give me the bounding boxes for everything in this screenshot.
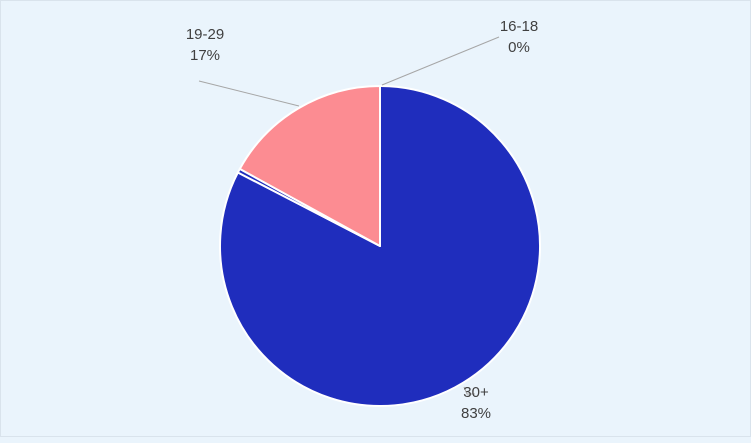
data-label-percent-30+: 83%: [461, 405, 491, 422]
leader-lines: [198, 36, 500, 395]
leader-line-30+: [463, 386, 475, 395]
data-label-category-30+: 30+: [463, 384, 489, 401]
data-label-category-16-18: 16-18: [500, 18, 538, 35]
leader-line-16-18: [381, 36, 500, 86]
data-labels: 30+ 83% 16-18 0% 19-29 17%: [186, 18, 538, 422]
data-label-category-19-29: 19-29: [186, 26, 224, 43]
leader-line-19-29: [198, 80, 300, 107]
data-label-percent-16-18: 0%: [508, 39, 530, 56]
pie-slice-19-29: [238, 85, 381, 247]
pie-slices: [219, 85, 542, 407]
data-label-percent-19-29: 17%: [190, 47, 220, 64]
